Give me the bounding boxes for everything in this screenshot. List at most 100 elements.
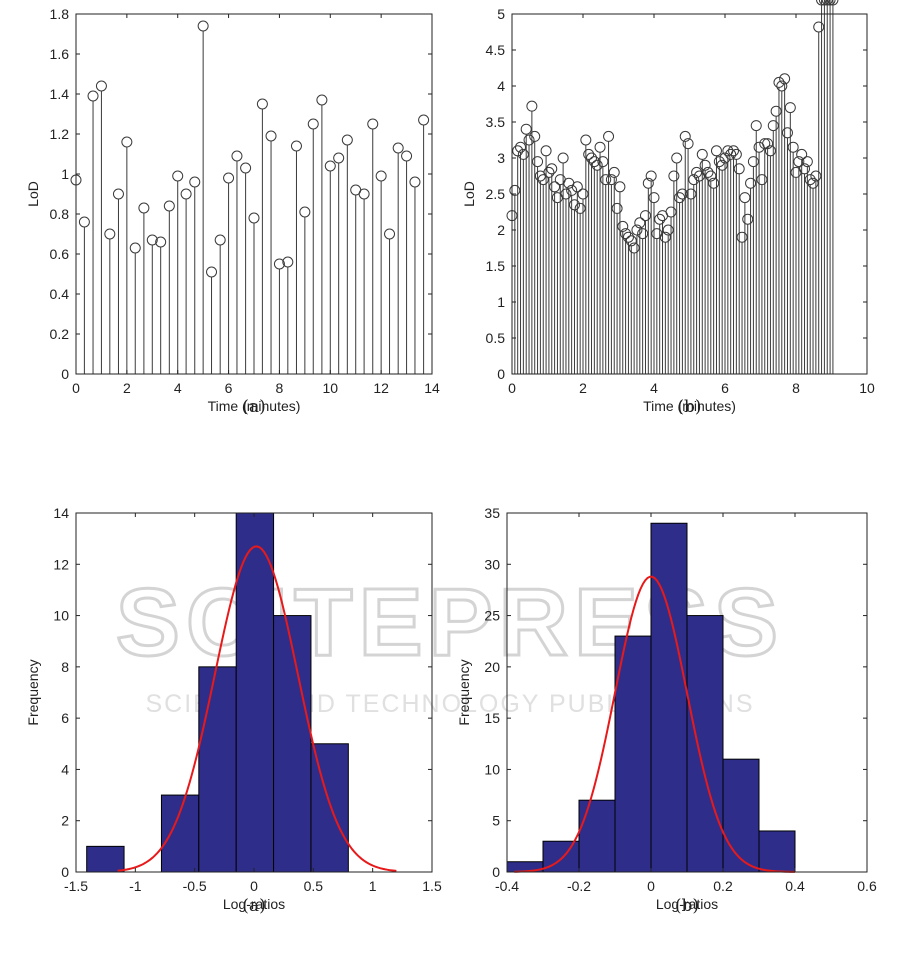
x-tick-label: 1.5 (422, 878, 442, 894)
x-tick-label: 0.4 (785, 878, 805, 894)
stem-marker (240, 162, 252, 174)
stem-marker (679, 130, 691, 142)
stem-marker (600, 174, 612, 186)
stem-marker (112, 188, 124, 200)
stem-marker (787, 141, 799, 153)
stem-marker (341, 134, 353, 146)
axes-box (75, 13, 433, 375)
y-axis-label: LoD (25, 181, 41, 207)
y-tick-label: 4.5 (486, 42, 506, 58)
stem-marker (614, 181, 626, 193)
stem-marker (745, 177, 757, 189)
stem-marker (367, 118, 379, 130)
stem-marker (608, 166, 620, 178)
stem-marker (409, 176, 421, 188)
stem-marker (628, 242, 640, 254)
y-tick-label: 1 (497, 294, 505, 310)
x-axis-label: Log-ratios (223, 896, 285, 912)
stem-marker (358, 188, 370, 200)
x-tick-label: 2 (123, 380, 131, 396)
x-tick-label: -0.2 (567, 878, 591, 894)
histogram-bar (86, 845, 125, 873)
chart-histogram-a: -1.5 -1 -0.5 0 0.5 1 1.5 0 2 4 6 8 10 12 14 Log-ratios F… (25, 505, 442, 916)
y-tick-label: 1.4 (50, 86, 70, 102)
stem-marker (138, 202, 150, 214)
stem-marker (682, 138, 694, 150)
normal-fit-curve (117, 545, 397, 872)
stem-marker (685, 188, 697, 200)
histogram-bar (614, 635, 652, 873)
y-tick-label: 0.6 (50, 246, 70, 262)
x-tick-label: -0.5 (183, 878, 207, 894)
stem-marker (733, 163, 745, 175)
stem-marker (719, 152, 731, 164)
panel-caption: (a) (242, 896, 265, 916)
stem-marker (384, 228, 396, 240)
stem-marker (821, 0, 833, 6)
y-tick-label: 2.5 (486, 186, 506, 202)
y-tick-label: 5 (492, 813, 500, 829)
stem-marker (591, 159, 603, 171)
stem-marker (574, 202, 586, 214)
stem-marker (248, 212, 260, 224)
stem-marker (702, 166, 714, 178)
stem-marker (696, 148, 708, 160)
x-axis-label: Time (minutes) (643, 398, 736, 414)
x-tick-label: -0.4 (495, 878, 519, 894)
y-tick-label: 12 (53, 556, 69, 572)
stem-marker (282, 256, 294, 268)
stem-marker (736, 231, 748, 243)
histogram-bar (310, 743, 349, 873)
stem-marker (796, 148, 808, 160)
stem-marker (557, 152, 569, 164)
stem-marker (622, 231, 634, 243)
y-axis-label: Frequency (456, 659, 472, 725)
stem-marker (418, 114, 430, 126)
x-tick-label: 12 (373, 380, 389, 396)
x-axis-label: Time (minutes) (208, 398, 301, 414)
stem-marker (146, 234, 158, 246)
stem-marker (747, 156, 759, 168)
stem-marker (223, 172, 235, 184)
stem-marker (818, 0, 830, 6)
x-tick-label: 2 (579, 380, 587, 396)
stem-marker (804, 174, 816, 186)
stem-marker (206, 266, 218, 278)
stem-marker (104, 228, 116, 240)
chart-histogram-b: -0.4 -0.2 0 0.2 0.4 0.6 0 5 10 15 20 25 30 35 Log-rati… (456, 505, 877, 916)
x-tick-label: 10 (322, 380, 338, 396)
stem-marker (520, 123, 532, 135)
normal-fit-curve (514, 575, 796, 873)
stem-marker (654, 213, 666, 225)
stem-marker (543, 166, 555, 178)
stem-marker (588, 156, 600, 168)
stem-marker (668, 170, 680, 182)
stem-marker (716, 159, 728, 171)
stem-marker (231, 150, 243, 162)
stem-marker (95, 80, 107, 92)
stem-marker (517, 148, 529, 160)
stem-marker (324, 160, 336, 172)
histogram-bar (686, 615, 724, 873)
stem-marker (265, 130, 277, 142)
stem-marker (742, 213, 754, 225)
stem-marker (580, 134, 592, 146)
y-tick-label: 8 (61, 659, 69, 675)
x-tick-label: 1 (369, 878, 377, 894)
stem-marker (739, 192, 751, 204)
y-tick-label: 0.4 (50, 286, 70, 302)
x-tick-label: -1 (129, 878, 142, 894)
stem-marker (549, 181, 561, 193)
stem-marker (273, 258, 285, 270)
stem-marker (801, 156, 813, 168)
stem-marker (529, 130, 541, 142)
chart-lod-a: 0 2 4 6 8 10 12 14 0 0.2 0.4 0.6 0.8 1 1.2 1.4 1.6 1.8 Tim… (25, 6, 440, 417)
stem-marker (256, 98, 268, 110)
stem-marker (759, 138, 771, 150)
x-tick-label: 4 (174, 380, 182, 396)
stem-marker (620, 228, 632, 240)
y-tick-label: 25 (484, 608, 500, 624)
y-tick-label: 0.8 (50, 206, 70, 222)
stem-marker (571, 181, 583, 193)
